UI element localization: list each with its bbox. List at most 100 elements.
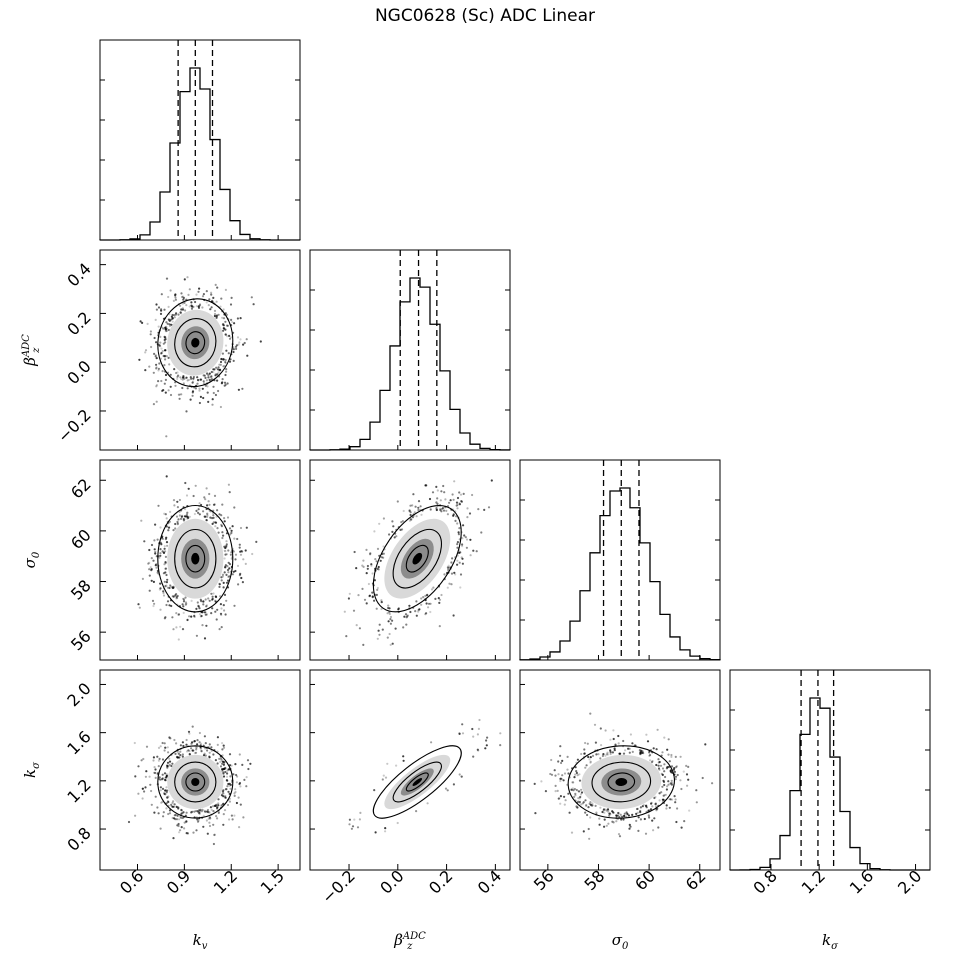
sample-point xyxy=(378,623,381,626)
sample-point xyxy=(160,778,163,781)
sample-point xyxy=(170,604,173,608)
sample-point xyxy=(175,312,178,315)
sample-point xyxy=(193,752,196,755)
y-axis-label-sub-beta: z xyxy=(31,347,42,354)
sample-point xyxy=(573,787,577,791)
sample-point xyxy=(185,743,188,746)
sample-point xyxy=(434,597,437,601)
sample-point xyxy=(417,506,420,509)
sample-point xyxy=(353,550,356,554)
sample-point xyxy=(188,378,191,381)
sample-point xyxy=(202,603,205,606)
sample-point xyxy=(556,789,559,793)
sample-point xyxy=(670,753,673,757)
sample-point xyxy=(188,753,191,756)
sample-point xyxy=(219,305,222,308)
sample-point xyxy=(224,796,227,799)
sample-point xyxy=(559,745,562,748)
sample-point xyxy=(176,375,179,378)
sample-point xyxy=(617,734,620,738)
sample-point xyxy=(228,567,231,570)
sample-point xyxy=(211,522,214,526)
sample-point xyxy=(224,320,227,323)
sample-point xyxy=(232,350,235,354)
sample-point xyxy=(619,752,622,755)
sample-point xyxy=(210,370,213,374)
sample-point xyxy=(653,796,656,800)
sample-point xyxy=(388,612,391,616)
sample-point xyxy=(218,757,221,761)
sample-point xyxy=(343,610,346,613)
sample-point xyxy=(591,754,595,758)
sample-point xyxy=(197,290,200,293)
sample-point xyxy=(391,520,394,523)
sample-point xyxy=(217,371,220,374)
sample-point xyxy=(154,768,157,771)
sample-point xyxy=(484,747,487,750)
sample-point xyxy=(204,747,207,750)
sample-point xyxy=(611,751,615,754)
sample-point xyxy=(182,598,186,601)
sample-point xyxy=(235,773,238,777)
histogram-steps-kv xyxy=(99,67,300,241)
sample-point xyxy=(202,814,205,818)
x-tick-label-beta-1: 0.0 xyxy=(376,866,407,897)
sample-point xyxy=(153,548,156,551)
sample-point xyxy=(212,391,215,395)
sample-point xyxy=(606,808,610,811)
sample-point xyxy=(185,376,188,379)
sample-point xyxy=(225,581,229,584)
sample-point xyxy=(160,347,163,350)
sample-point xyxy=(408,509,411,512)
sample-point xyxy=(461,557,464,560)
sample-point xyxy=(195,509,198,512)
sample-point xyxy=(165,329,168,333)
sample-point xyxy=(179,625,182,628)
sample-point xyxy=(438,601,441,605)
sample-point xyxy=(639,809,642,813)
sample-point xyxy=(667,783,670,786)
sample-point xyxy=(197,508,200,511)
sample-point xyxy=(358,627,361,630)
sample-point xyxy=(188,515,191,518)
sample-point xyxy=(612,737,615,741)
sample-point xyxy=(377,568,380,571)
sample-point xyxy=(176,814,179,817)
sample-point xyxy=(157,306,161,309)
sample-point xyxy=(175,626,178,629)
sample-point xyxy=(648,816,651,819)
sample-point xyxy=(649,808,653,811)
sample-point xyxy=(163,772,167,775)
sample-point xyxy=(382,556,385,559)
sample-point xyxy=(165,277,169,280)
sample-point xyxy=(426,802,429,805)
sample-point xyxy=(234,790,237,794)
sample-point xyxy=(588,802,591,805)
sample-point xyxy=(442,484,445,488)
sample-point xyxy=(566,768,569,771)
sample-point xyxy=(213,314,216,318)
sample-point xyxy=(651,819,654,822)
sample-point xyxy=(223,517,226,520)
sample-point xyxy=(674,801,677,804)
sample-point xyxy=(586,742,589,745)
sample-point xyxy=(650,761,654,764)
sample-point xyxy=(451,493,454,496)
sample-point xyxy=(380,599,383,602)
sample-point xyxy=(676,773,679,777)
sample-point xyxy=(437,597,440,600)
sample-point xyxy=(440,593,443,597)
sample-point xyxy=(221,770,224,773)
sample-point xyxy=(150,789,153,793)
sample-point xyxy=(149,333,152,336)
sample-point xyxy=(172,529,175,532)
y-tick-label-ksigma-3: 2.0 xyxy=(63,679,94,710)
sample-point xyxy=(235,781,238,784)
sample-point xyxy=(229,775,232,778)
sample-point xyxy=(176,371,179,374)
sample-point xyxy=(170,803,173,806)
sample-point xyxy=(215,618,218,621)
sample-point xyxy=(234,763,237,766)
sample-point xyxy=(422,596,425,599)
sample-point xyxy=(471,493,474,497)
